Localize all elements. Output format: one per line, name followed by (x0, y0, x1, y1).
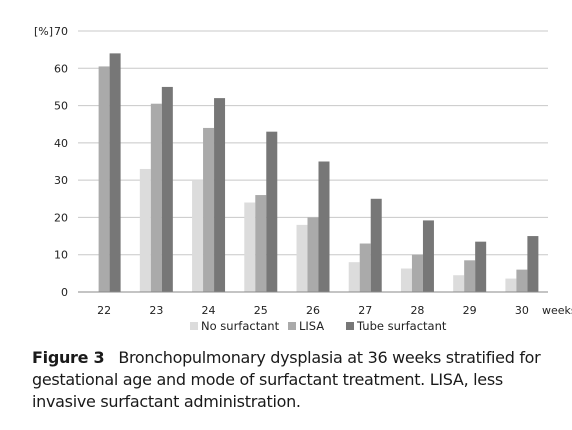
bar (464, 260, 476, 292)
bar-chart: 0 10 20 30 40 50 60 70 22 23 24 25 26 27 28 29 30 [%] w… (34, 25, 572, 333)
bar (266, 131, 278, 292)
legend: No surfactant LISA Tube surfactant (190, 319, 447, 333)
y-tick-label: 0 (61, 286, 68, 299)
bar (161, 86, 173, 292)
bar (370, 198, 382, 292)
bar (527, 236, 539, 292)
bars (98, 53, 539, 293)
bar (296, 224, 308, 292)
x-tick-label: 23 (149, 304, 163, 317)
legend-label: Tube surfactant (356, 319, 447, 333)
x-tick-label: 29 (463, 304, 477, 317)
legend-swatch (346, 322, 354, 330)
bar (255, 195, 267, 292)
bar (214, 98, 226, 292)
bar (359, 243, 371, 292)
legend-swatch (190, 322, 198, 330)
x-tick-label: 22 (97, 304, 111, 317)
x-tick-labels: 22 23 24 25 26 27 28 29 30 (97, 304, 529, 317)
y-axis-title: [%] (34, 25, 53, 38)
y-tick-label: 30 (54, 174, 68, 187)
bar (411, 254, 423, 292)
legend-swatch (288, 322, 296, 330)
bar (400, 268, 412, 292)
bar (109, 53, 121, 292)
y-tick-label: 40 (54, 137, 68, 150)
bar (422, 220, 434, 292)
x-tick-label: 26 (306, 304, 320, 317)
y-tick-label: 70 (54, 25, 68, 38)
bar (318, 161, 330, 292)
bar (348, 262, 360, 292)
figure-caption: Figure 3 Bronchopulmonary dysplasia at 36… (32, 347, 560, 413)
x-tick-label: 27 (358, 304, 372, 317)
bar (505, 278, 517, 292)
legend-label: LISA (299, 319, 324, 333)
bar (516, 269, 528, 292)
caption-text: Bronchopulmonary dysplasia at 36 weeks s… (32, 348, 541, 411)
x-tick-label: 25 (254, 304, 268, 317)
bar (307, 217, 319, 292)
bar (244, 202, 256, 292)
y-tick-labels: 0 10 20 30 40 50 60 70 (54, 25, 68, 299)
y-tick-label: 50 (54, 100, 68, 113)
bar (150, 103, 162, 292)
legend-label: No surfactant (201, 319, 280, 333)
bar (192, 180, 204, 292)
bar (139, 168, 151, 292)
y-tick-label: 20 (54, 211, 68, 224)
y-tick-label: 10 (54, 249, 68, 262)
bar (98, 66, 110, 293)
bar (453, 275, 465, 292)
figure-label: Figure 3 (32, 348, 105, 367)
x-axis-title: weeks (542, 304, 572, 317)
bar (475, 241, 487, 292)
x-tick-label: 24 (202, 304, 216, 317)
x-tick-label: 28 (410, 304, 424, 317)
bar (203, 127, 215, 292)
x-tick-label: 30 (515, 304, 529, 317)
y-tick-label: 60 (54, 62, 68, 75)
